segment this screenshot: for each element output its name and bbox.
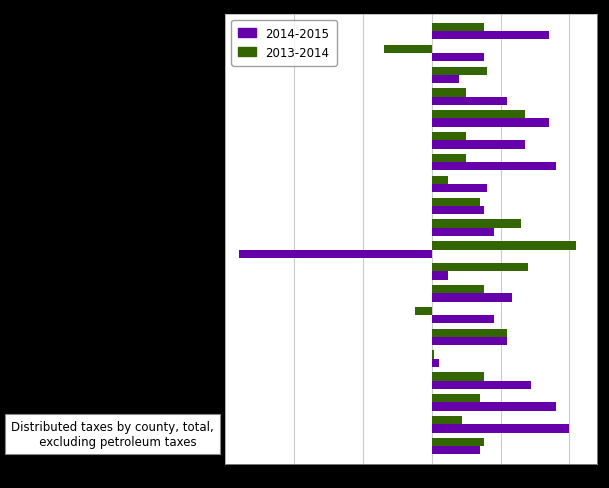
Bar [432, 32, 549, 41]
Bar [432, 264, 528, 272]
Bar [432, 403, 555, 411]
Bar [432, 198, 480, 206]
Bar [432, 438, 484, 446]
Bar [432, 163, 555, 171]
Bar [432, 416, 462, 425]
Bar [432, 272, 448, 280]
Bar [432, 294, 512, 302]
Bar [432, 111, 526, 119]
Bar [432, 89, 466, 98]
Bar [384, 45, 432, 54]
Bar [432, 67, 487, 76]
Bar [432, 228, 494, 237]
Bar [432, 141, 526, 149]
Bar [415, 307, 432, 315]
Bar [432, 206, 484, 215]
Text: Distributed taxes by county, total,
   excluding petroleum taxes: Distributed taxes by county, total, excl… [12, 420, 214, 448]
Bar [432, 446, 480, 454]
Bar [432, 220, 521, 228]
Bar [432, 76, 459, 84]
Bar [239, 250, 432, 258]
Bar [432, 155, 466, 163]
Bar [432, 242, 576, 250]
Legend: 2014-2015, 2013-2014: 2014-2015, 2013-2014 [231, 20, 337, 66]
Bar [432, 425, 569, 433]
Bar [432, 394, 480, 403]
Bar [432, 176, 448, 184]
Bar [432, 381, 531, 389]
Bar [432, 372, 484, 381]
Bar [432, 351, 434, 359]
Bar [432, 337, 507, 346]
Bar [432, 54, 484, 62]
Bar [432, 119, 549, 127]
Bar [432, 133, 466, 141]
Bar [432, 24, 484, 32]
Bar [432, 359, 438, 367]
Bar [432, 98, 507, 106]
Bar [432, 285, 484, 294]
Bar [432, 329, 507, 337]
Bar [432, 184, 487, 193]
Bar [432, 315, 494, 324]
